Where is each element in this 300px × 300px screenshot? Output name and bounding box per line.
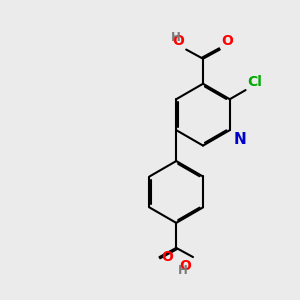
- Text: O: O: [179, 260, 191, 273]
- Text: H: H: [178, 263, 188, 277]
- Text: O: O: [161, 250, 173, 264]
- Text: O: O: [172, 34, 184, 48]
- Text: Cl: Cl: [247, 75, 262, 88]
- Text: N: N: [233, 133, 246, 148]
- Text: O: O: [222, 34, 233, 48]
- Text: H: H: [171, 31, 181, 44]
